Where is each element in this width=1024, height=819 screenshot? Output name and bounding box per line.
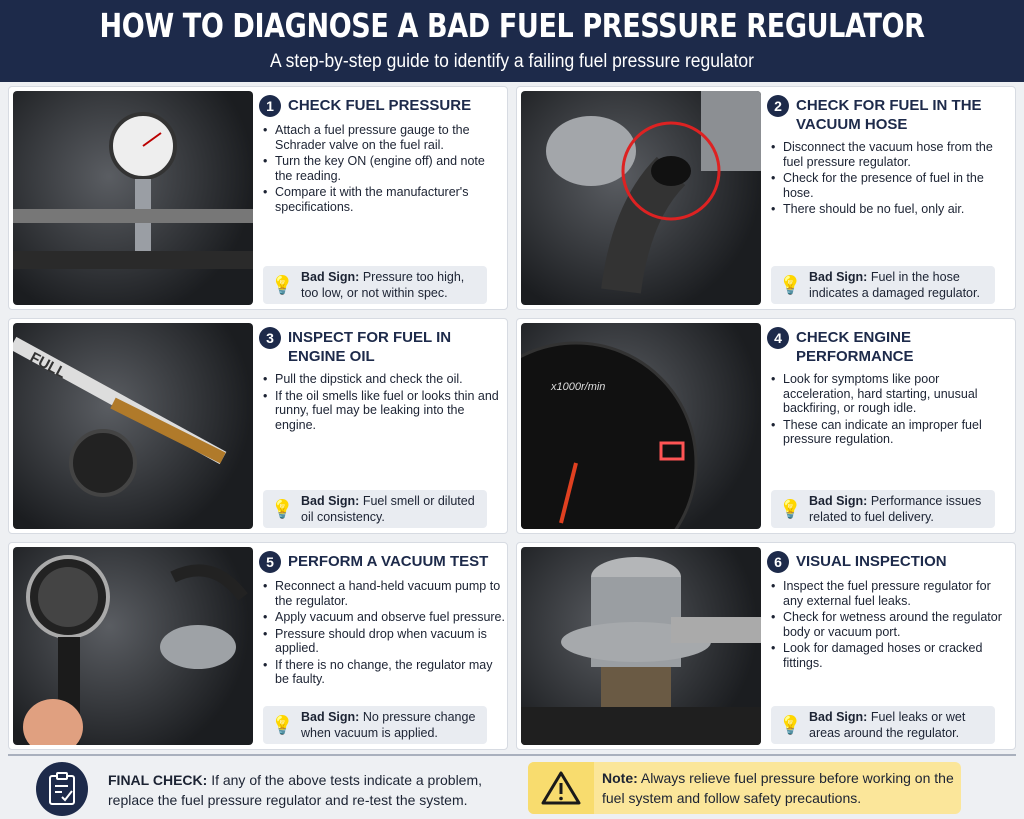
bad-sign-text: Performance issues related to fuel deliv… [809, 494, 982, 524]
bullet-item: There should be no fuel, only air. [771, 202, 1013, 217]
photo-label: x1000r/min [551, 381, 606, 393]
final-check-text: If any of the above tests indicate a pro… [108, 772, 483, 808]
header: HOW TO DIAGNOSE A BAD FUEL PRESSURE REGU… [0, 0, 1024, 82]
step-number-badge: 5 [259, 551, 281, 573]
lightbulb-icon: 💡 [779, 275, 802, 295]
bullet-item: Look for damaged hoses or cracked fittin… [771, 641, 1013, 670]
bullet-item: Look for symptoms like poor acceleration… [771, 372, 1013, 416]
bullet-item: Check for wetness around the regulator b… [771, 610, 1013, 639]
step-number-badge: 1 [259, 95, 281, 117]
step-title: PERFORM A VACUUM TEST [288, 553, 489, 570]
bullet-item: Pull the dipstick and check the oil. [263, 372, 505, 387]
lightbulb-icon: 💡 [779, 499, 802, 519]
step-card-1: 1 CHECK FUEL PRESSURE Attach a fuel press… [8, 86, 508, 310]
step-card-4: x1000r/min 4 CHECK ENGINE PERFORMANCE Loo… [516, 318, 1016, 534]
note-label: Note: [602, 770, 638, 786]
step-number-badge: 3 [259, 327, 281, 349]
safety-note: Note: Always relieve fuel pressure befor… [528, 762, 961, 814]
bad-sign-box: 💡 Bad Sign: Fuel smell or diluted oil co… [263, 490, 487, 528]
bad-sign-text: Fuel in the hose indicates a damaged reg… [809, 270, 980, 300]
step-title: CHECK ENGINE PERFORMANCE [796, 329, 914, 365]
step-photo [521, 547, 761, 745]
bad-sign-label: Bad Sign: [809, 494, 868, 508]
bad-sign-label: Bad Sign: [809, 270, 868, 284]
step-title: VISUAL INSPECTION [796, 553, 947, 570]
bullet-item: If there is no change, the regulator may… [263, 658, 505, 687]
bad-sign-label: Bad Sign: [809, 710, 868, 724]
bullet-item: Turn the key ON (engine off) and note th… [263, 154, 505, 183]
step-number-badge: 4 [767, 327, 789, 349]
step-bullets: Pull the dipstick and check the oil. If t… [259, 372, 505, 432]
step-bullets: Attach a fuel pressure gauge to the Schr… [259, 123, 505, 214]
bad-sign-box: 💡 Bad Sign: Pressure too high, too low, … [263, 266, 487, 304]
step-photo [521, 91, 761, 305]
step-photo [13, 547, 253, 745]
step-title: CHECK FUEL PRESSURE [288, 97, 472, 114]
bad-sign-label: Bad Sign: [301, 710, 360, 724]
step-bullets: Look for symptoms like poor acceleration… [767, 372, 1013, 447]
bullet-item: Pressure should drop when vacuum is appl… [263, 627, 505, 656]
step-card-6: 6 VISUAL INSPECTION Inspect the fuel pres… [516, 542, 1016, 750]
step-number-badge: 6 [767, 551, 789, 573]
step-title: INSPECT FOR FUEL IN ENGINE OIL [288, 329, 452, 365]
bullet-item: Attach a fuel pressure gauge to the Schr… [263, 123, 505, 152]
step-card-2: 2 CHECK FOR FUEL IN THE VACUUM HOSE Disco… [516, 86, 1016, 310]
step-title: CHECK FOR FUEL IN THE VACUUM HOSE [796, 97, 982, 133]
step-card-5: 5 PERFORM A VACUUM TEST Reconnect a hand-… [8, 542, 508, 750]
bad-sign-box: 💡 Bad Sign: Fuel in the hose indicates a… [771, 266, 995, 304]
lightbulb-icon: 💡 [779, 715, 802, 735]
step-photo: x1000r/min [521, 323, 761, 529]
step-number-badge: 2 [767, 95, 789, 117]
bad-sign-text: Fuel leaks or wet areas around the regul… [809, 710, 966, 740]
bullet-item: Apply vacuum and observe fuel pressure. [263, 610, 505, 625]
bullet-item: Check for the presence of fuel in the ho… [771, 171, 1013, 200]
step-bullets: Disconnect the vacuum hose from the fuel… [767, 140, 1013, 217]
divider [8, 754, 1016, 756]
bullet-item: Compare it with the manufacturer's speci… [263, 185, 505, 214]
bullet-item: If the oil smells like fuel or looks thi… [263, 389, 505, 433]
lightbulb-icon: 💡 [271, 499, 294, 519]
lightbulb-icon: 💡 [271, 715, 294, 735]
bad-sign-text: Fuel smell or diluted oil consistency. [301, 494, 475, 524]
final-check: FINAL CHECK: If any of the above tests i… [108, 770, 508, 810]
step-photo [13, 91, 253, 305]
clipboard-check-icon [36, 762, 88, 816]
lightbulb-icon: 💡 [271, 275, 294, 295]
step-bullets: Inspect the fuel pressure regulator for … [767, 579, 1013, 670]
warning-icon [528, 762, 594, 814]
bad-sign-text: No pressure change when vacuum is applie… [301, 710, 476, 740]
page-title: HOW TO DIAGNOSE A BAD FUEL PRESSURE REGU… [99, 6, 925, 45]
bad-sign-text: Pressure too high, too low, or not withi… [301, 270, 465, 300]
bad-sign-box: 💡 Bad Sign: Fuel leaks or wet areas arou… [771, 706, 995, 744]
step-photo: FULL [13, 323, 253, 529]
bad-sign-label: Bad Sign: [301, 270, 360, 284]
bullet-item: Inspect the fuel pressure regulator for … [771, 579, 1013, 608]
page-subtitle: A step-by-step guide to identify a faili… [270, 51, 754, 72]
step-card-3: FULL 3 INSPECT FOR FUEL IN ENGINE OIL Pul… [8, 318, 508, 534]
final-check-label: FINAL CHECK: [108, 772, 208, 788]
bad-sign-box: 💡 Bad Sign: No pressure change when vacu… [263, 706, 487, 744]
note-text: Always relieve fuel pressure before work… [602, 770, 954, 806]
bad-sign-label: Bad Sign: [301, 494, 360, 508]
bullet-item: These can indicate an improper fuel pres… [771, 418, 1013, 447]
bullet-item: Disconnect the vacuum hose from the fuel… [771, 140, 1013, 169]
step-bullets: Reconnect a hand-held vacuum pump to the… [259, 579, 505, 687]
bullet-item: Reconnect a hand-held vacuum pump to the… [263, 579, 505, 608]
bad-sign-box: 💡 Bad Sign: Performance issues related t… [771, 490, 995, 528]
